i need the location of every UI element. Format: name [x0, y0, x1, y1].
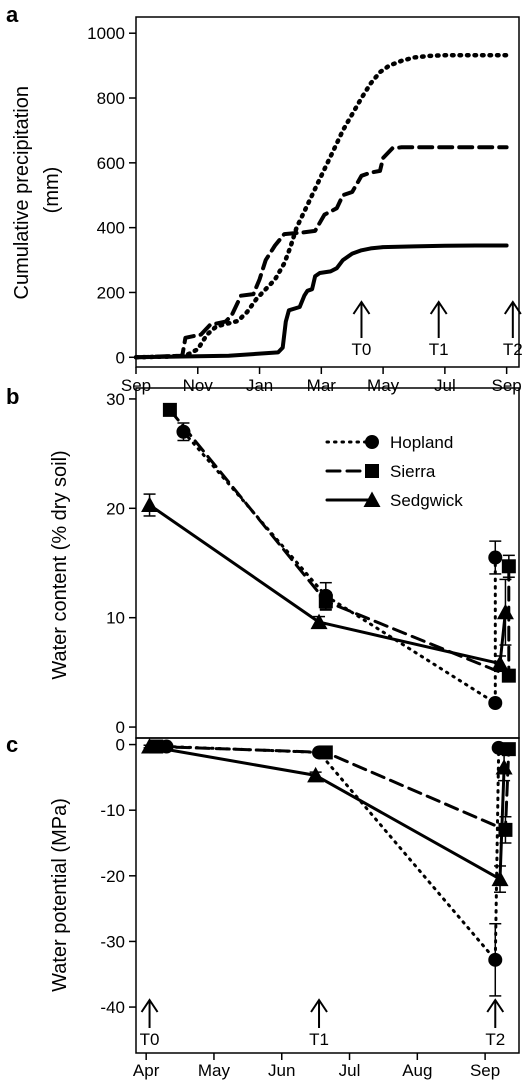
- panel-a-xtick-label: Mar: [307, 376, 337, 395]
- panel-a-ytick-label: 0: [116, 348, 125, 367]
- panel-c-sedgwick-point: [141, 738, 159, 754]
- legend-sedgwick-swatch-marker: [363, 491, 381, 507]
- panel-c-xtick-label: May: [198, 1061, 231, 1080]
- panel-a-xtick-label: Sep: [492, 376, 522, 395]
- panel-b-letter: b: [6, 384, 19, 409]
- panel-c-ytick-label: -20: [100, 867, 125, 886]
- panel-c-marker-t1-head: [310, 998, 328, 1013]
- panel-a-marker-t2-label: T2: [503, 340, 523, 359]
- panel-a-ytick-label: 400: [97, 219, 125, 238]
- panel-c-series: [141, 738, 516, 997]
- panel-c-hopland-point: [488, 952, 503, 967]
- panel-c-sedgwick-point: [495, 759, 513, 775]
- panel-a-marker-t2-head: [503, 300, 522, 315]
- panel-b-sierra-point: [501, 668, 516, 683]
- panel-b-sedgwick-point: [141, 496, 159, 513]
- panel-b-sedgwick-line: [148, 503, 507, 666]
- panel-c-xtick-label: Jul: [339, 1061, 361, 1080]
- panel-a-y-ticks: 0 200 400 600 800 1000: [87, 24, 136, 367]
- panel-c-marker-t1-label: T1: [309, 1030, 329, 1049]
- panel-b-hopland-point: [176, 424, 191, 439]
- panel-a-series: [133, 52, 509, 360]
- panel-c-y-ticks: 0 -10 -20 -30 -40: [100, 736, 136, 1017]
- legend-sierra-label: Sierra: [390, 462, 436, 481]
- panel-b: b Water content (% dry soil) 0 10 20 30 Hop…: [6, 384, 520, 739]
- panel-c: c Water potential (MPa) 0 -10 -20 -30 -40 Ap…: [6, 732, 520, 1080]
- panel-b-sedgwick-point: [310, 613, 328, 630]
- panel-b-ytick-label: 0: [116, 718, 125, 737]
- panel-a-xtick-label: Sep: [121, 376, 151, 395]
- panel-b-hopland-point: [488, 550, 503, 565]
- panel-a-series-dotted-line: [133, 52, 509, 360]
- panel-a-letter: a: [6, 2, 19, 27]
- panel-a-ylabel-line1: Cumulative precipitation: [11, 86, 33, 299]
- panel-a-ytick-label: 1000: [87, 24, 125, 43]
- panel-a-marker-t0-label: T0: [352, 340, 372, 359]
- panel-a: a Cumulative precipitation (mm) 0 200 400 6…: [6, 2, 523, 395]
- panel-c-sierra-line: [154, 745, 511, 832]
- panel-b-sierra-line: [168, 408, 511, 678]
- panel-a-marker-t1-head: [429, 300, 448, 315]
- panel-a-ytick-label: 800: [97, 89, 125, 108]
- legend-sedgwick-label: Sedgwick: [390, 491, 463, 510]
- panel-c-marker-t2-label: T2: [485, 1030, 505, 1049]
- panel-c-frame: [135, 737, 520, 1054]
- panel-b-ytick-label: 10: [106, 609, 125, 628]
- panel-a-xtick-label: Jan: [246, 376, 273, 395]
- panel-c-marker-t0-label: T0: [140, 1030, 160, 1049]
- panel-c-xtick-label: Jun: [268, 1061, 295, 1080]
- panel-b-ytick-label: 30: [106, 390, 125, 409]
- panel-b-sedgwick-point: [491, 655, 509, 671]
- panel-b-ylabel: Water content (% dry soil): [49, 450, 71, 679]
- panel-b-legend: Hopland Sierra Sedgwick: [325, 433, 463, 510]
- legend-hopland-swatch-marker: [365, 435, 379, 449]
- panel-c-marker-t2-head: [486, 998, 505, 1013]
- panel-c-xtick-label: Sep: [470, 1061, 500, 1080]
- panel-b-sierra-point: [162, 402, 177, 417]
- legend-hopland-label: Hopland: [390, 433, 453, 452]
- panel-c-letter: c: [6, 732, 18, 757]
- panel-a-frame: [135, 16, 520, 368]
- panel-b-ytick-label: 20: [106, 499, 125, 518]
- panel-a-series-solid-line: [134, 243, 509, 360]
- panel-b-sierra-point: [318, 594, 333, 609]
- panel-a-markers: T0 T1 T2: [352, 300, 523, 359]
- panel-a-x-ticks: Sep Nov Jan Mar May Jul Sep: [121, 367, 522, 395]
- panel-c-sedgwick-point: [307, 766, 325, 783]
- panel-a-xtick-label: May: [367, 376, 400, 395]
- panel-a-series-dashed-line: [134, 145, 509, 360]
- panel-c-xtick-label: Apr: [133, 1061, 160, 1080]
- panel-b-y-ticks: 0 10 20 30: [106, 390, 136, 737]
- panel-a-xtick-label: Nov: [183, 376, 214, 395]
- panel-b-sedgwick-point: [496, 603, 514, 620]
- panel-a-marker-t1-label: T1: [429, 340, 449, 359]
- panel-c-ytick-label: 0: [116, 736, 125, 755]
- panel-c-sedgwick-point: [491, 870, 509, 887]
- panel-c-x-ticks: Apr May Jun Jul Aug Sep: [133, 1053, 500, 1080]
- panel-a-xtick-label: Jul: [434, 376, 456, 395]
- panel-c-ylabel: Water potential (MPa): [49, 798, 71, 992]
- panel-c-sierra-point: [501, 742, 516, 757]
- panel-a-ytick-label: 200: [97, 283, 125, 302]
- panel-b-sierra-point: [501, 559, 516, 574]
- panel-b-hopland-point: [488, 696, 503, 710]
- panel-c-ytick-label: -10: [100, 801, 125, 820]
- panel-c-marker-t0-head: [140, 998, 159, 1013]
- panel-c-ytick-label: -40: [100, 998, 125, 1017]
- panel-c-xtick-label: Aug: [402, 1061, 432, 1080]
- panel-c-ytick-label: -30: [100, 932, 125, 951]
- panel-b-series: [141, 402, 516, 710]
- panel-b-hopland-line: [182, 430, 497, 705]
- legend-sierra-swatch-marker: [365, 464, 379, 478]
- panel-c-sedgwick-line: [148, 745, 506, 881]
- panel-c-sierra-point: [318, 745, 333, 760]
- panel-a-ylabel: Cumulative precipitation (mm): [11, 81, 63, 300]
- panel-a-ytick-label: 600: [97, 154, 125, 173]
- panel-a-ylabel-line2: (mm): [41, 167, 63, 214]
- panel-a-marker-t0-head: [352, 300, 371, 315]
- panel-c-markers: T0 T1 T2: [140, 998, 505, 1049]
